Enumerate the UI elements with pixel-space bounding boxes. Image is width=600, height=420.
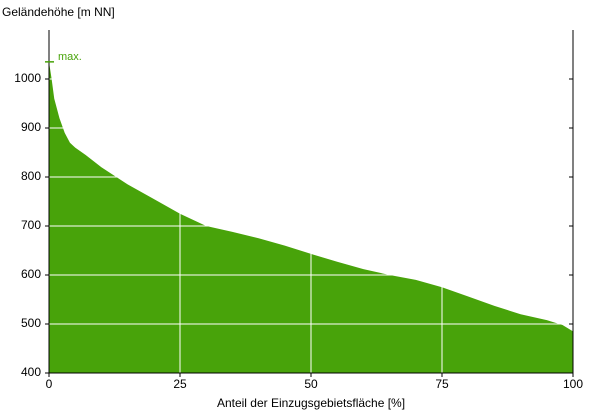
y-tick-label: 700 <box>21 218 41 232</box>
y-tick-label: 900 <box>21 120 41 134</box>
x-tick-label: 0 <box>46 377 53 391</box>
x-tick-label: 50 <box>304 377 318 391</box>
x-axis-title: Anteil der Einzugsgebietsfläche [%] <box>217 396 405 410</box>
y-tick-label: 500 <box>21 316 41 330</box>
x-tick-label: 25 <box>173 377 187 391</box>
y-tick-label: 1000 <box>14 71 41 85</box>
x-tick-label: 75 <box>435 377 449 391</box>
y-tick-label: 600 <box>21 267 41 281</box>
annotation: max. <box>58 51 82 63</box>
y-tick-label: 800 <box>21 169 41 183</box>
x-tick-label: 100 <box>563 377 583 391</box>
y-axis-title: Geländehöhe [m NN] <box>2 5 115 19</box>
y-tick-label: 400 <box>21 365 41 379</box>
